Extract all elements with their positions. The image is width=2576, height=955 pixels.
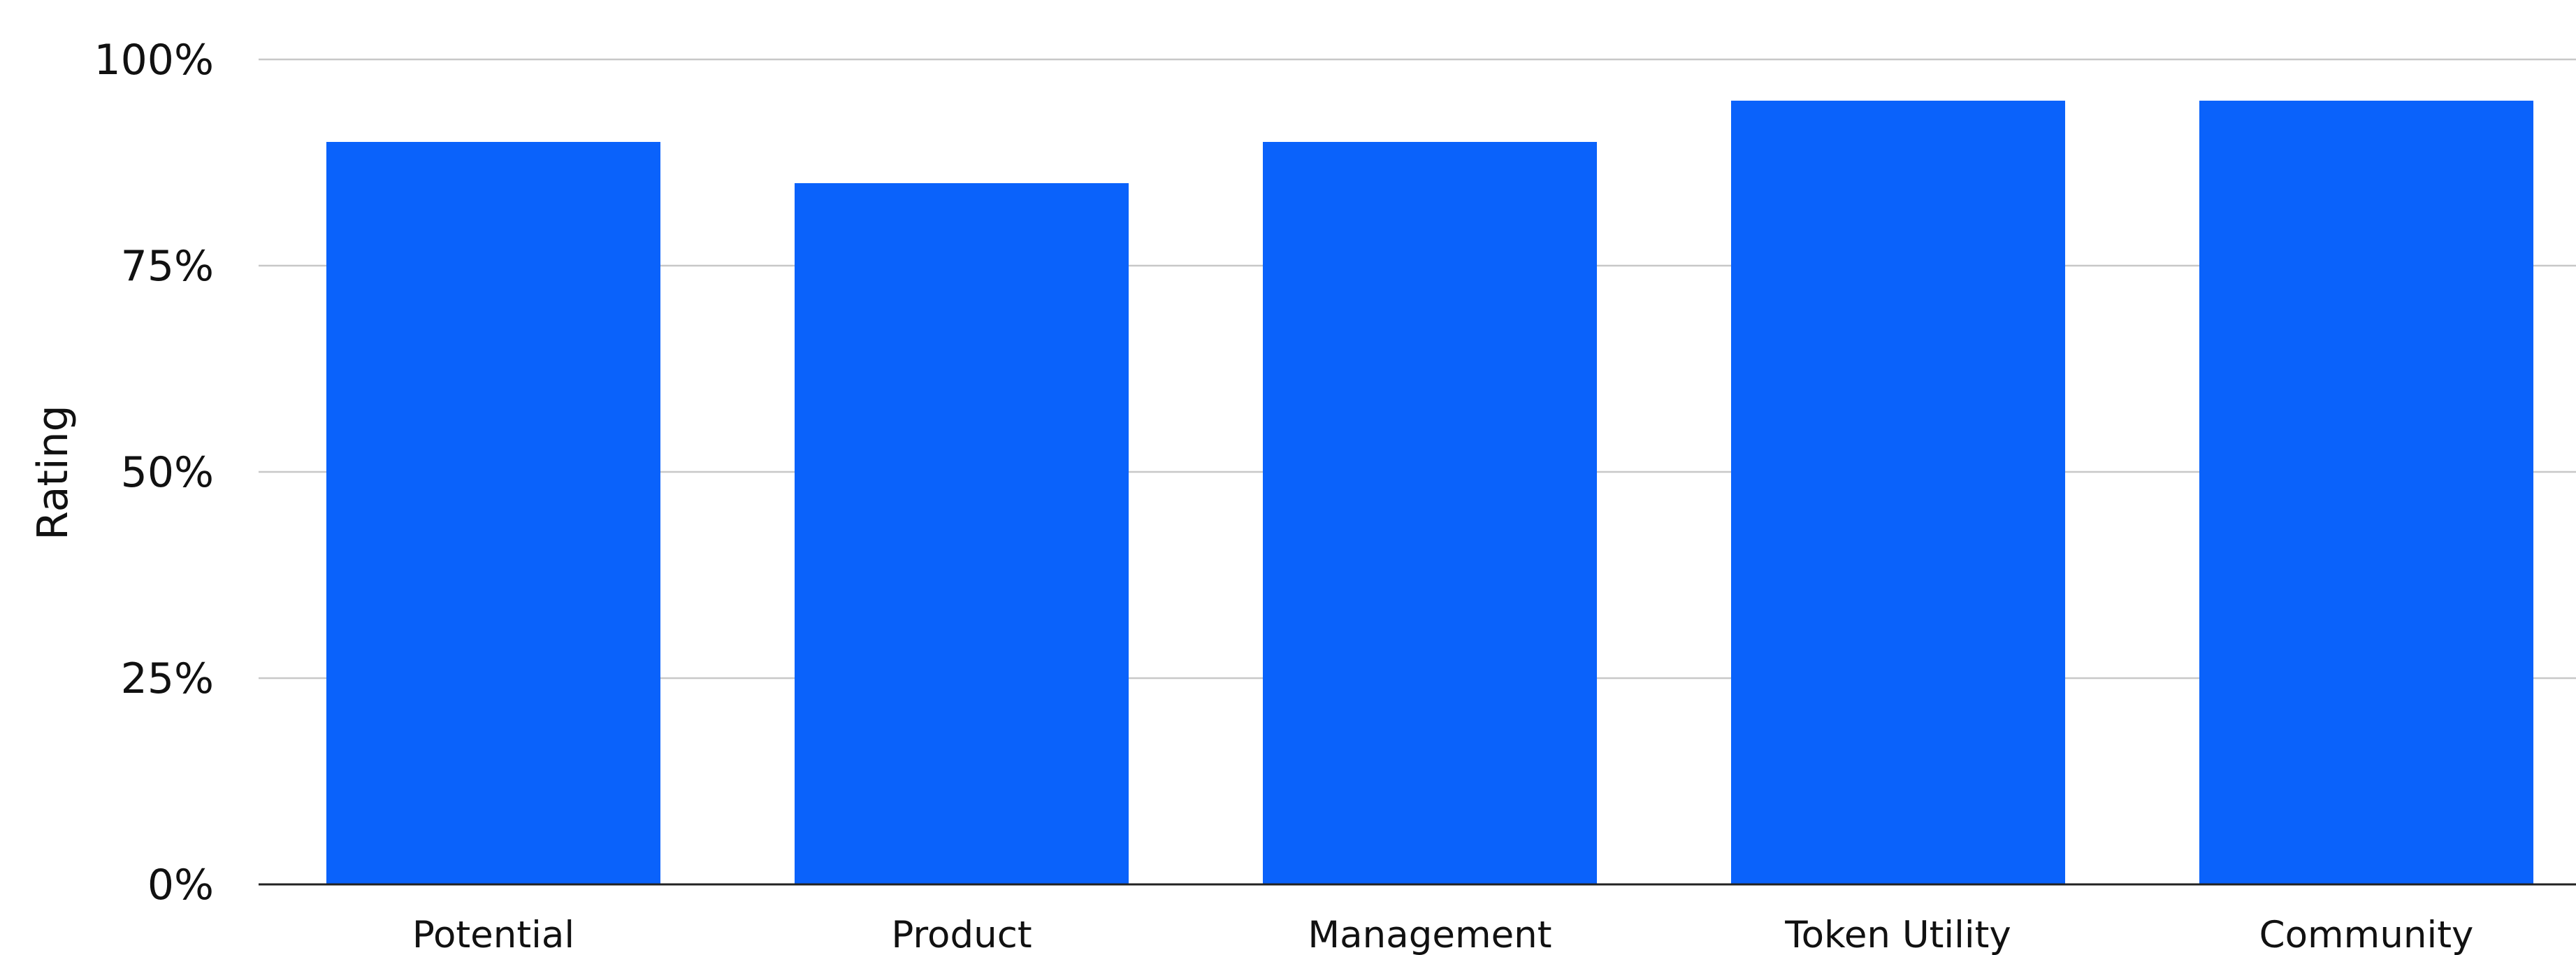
y-axis-title: Rating <box>29 405 78 540</box>
x-tick-label: Token Utility <box>1784 914 2011 955</box>
bar-management <box>1263 142 1597 884</box>
x-tick-label: Community <box>2259 914 2474 955</box>
x-tick-label: Potential <box>412 914 574 955</box>
bar-community <box>2199 101 2533 884</box>
bar-product <box>795 183 1129 884</box>
x-tick-label: Management <box>1308 914 1551 955</box>
bar-potential <box>326 142 660 884</box>
y-tick-label: 50% <box>121 448 214 497</box>
x-tick-label: Product <box>891 914 1032 955</box>
y-tick-label: 25% <box>121 654 214 703</box>
bars <box>326 101 2533 884</box>
y-tick-label: 100% <box>94 36 214 85</box>
y-tick-label: 0% <box>147 861 214 910</box>
axes: 0% 25% 50% 75% 100% Potential Product Managemen… <box>94 36 2576 955</box>
y-tick-label: 75% <box>121 242 214 291</box>
bar-token-utility <box>1731 101 2065 884</box>
